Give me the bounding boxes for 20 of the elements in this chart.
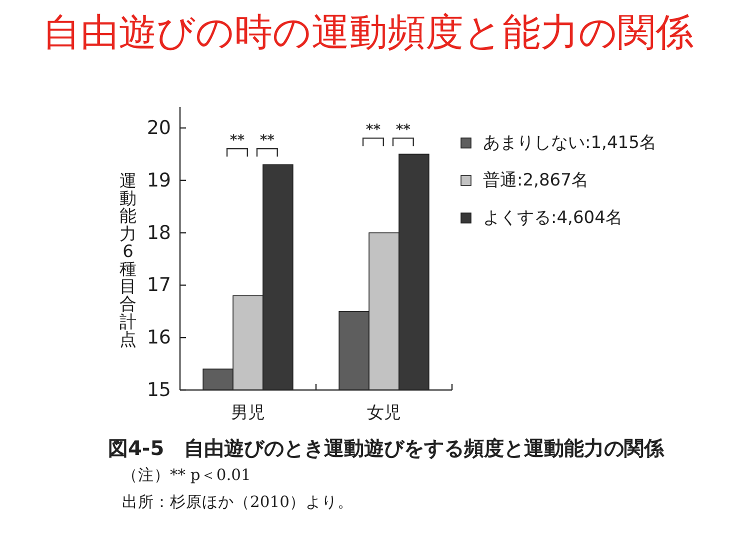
y-tick-label: 15: [146, 379, 171, 401]
legend-label: よくする:4,604名: [483, 208, 622, 228]
text: 出所：杉原ほか（2010）より。: [122, 493, 354, 511]
annotation: **: [396, 122, 412, 138]
caption: 図4-5 自由遊びのとき運動遊びをする頻度と運動能力の関係: [108, 436, 666, 460]
legend-label: 普通:2,867名: [483, 170, 588, 190]
text: （注）** p＜0.01: [122, 466, 251, 484]
text: 運動能力6種目合計点: [120, 172, 136, 350]
y-tick-label: 16: [146, 326, 171, 349]
annotation: **: [230, 132, 246, 149]
y-tick-label: 20: [146, 116, 171, 139]
x-tick-label: 男児: [231, 403, 265, 423]
legend-label: あまりしない:1,415名: [483, 133, 656, 153]
annotation: **: [260, 132, 276, 149]
annotation: **: [366, 122, 382, 138]
y-tick-label: 19: [146, 169, 171, 192]
y-tick-label: 18: [146, 222, 171, 244]
chart-title: 自由遊びの時の運動頻度と能力の関係: [42, 10, 694, 54]
x-tick-label: 女児: [367, 403, 401, 423]
y-tick-label: 17: [146, 274, 171, 296]
